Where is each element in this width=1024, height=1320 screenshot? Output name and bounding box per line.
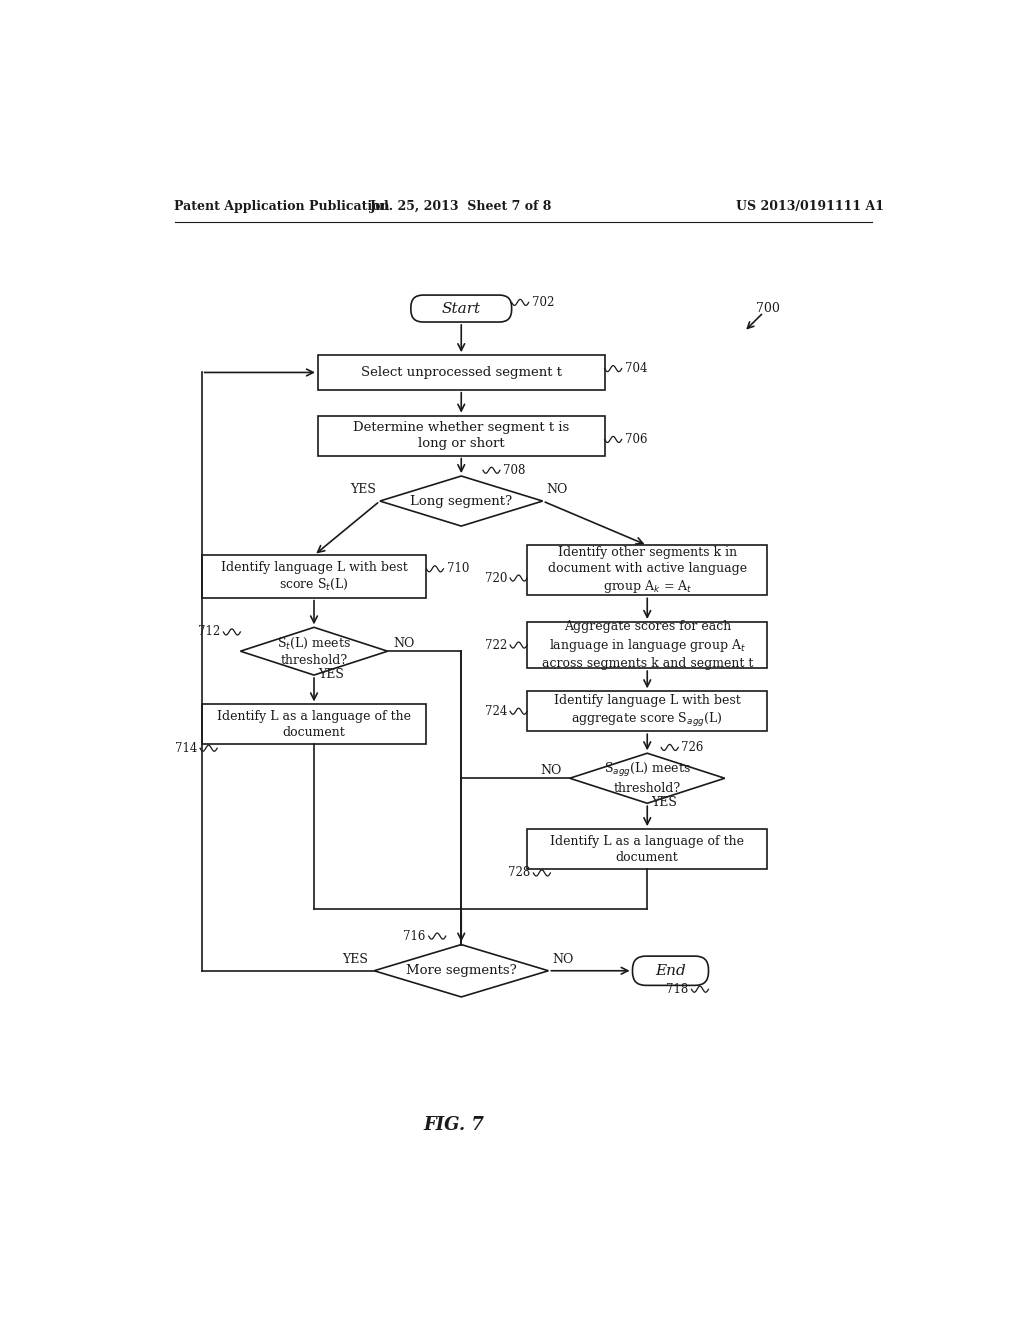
Text: Identify L as a language of the
document: Identify L as a language of the document <box>217 710 411 739</box>
Text: More segments?: More segments? <box>406 964 517 977</box>
Text: 724: 724 <box>484 705 507 718</box>
Text: Patent Application Publication: Patent Application Publication <box>174 199 390 213</box>
Text: S$_t$(L) meets
threshold?: S$_t$(L) meets threshold? <box>278 636 351 667</box>
Polygon shape <box>380 477 543 527</box>
Text: Select unprocessed segment t: Select unprocessed segment t <box>360 366 562 379</box>
Text: US 2013/0191111 A1: US 2013/0191111 A1 <box>736 199 884 213</box>
FancyBboxPatch shape <box>527 545 767 595</box>
Text: NO: NO <box>547 483 568 496</box>
Text: 728: 728 <box>508 866 530 879</box>
Text: NO: NO <box>541 764 562 777</box>
Polygon shape <box>374 945 549 997</box>
FancyBboxPatch shape <box>202 705 426 744</box>
Text: Jul. 25, 2013  Sheet 7 of 8: Jul. 25, 2013 Sheet 7 of 8 <box>370 199 552 213</box>
FancyBboxPatch shape <box>317 355 604 389</box>
FancyBboxPatch shape <box>202 556 426 598</box>
Text: YES: YES <box>651 796 677 809</box>
Text: 718: 718 <box>666 982 688 995</box>
FancyBboxPatch shape <box>527 692 767 731</box>
Text: FIG. 7: FIG. 7 <box>423 1115 484 1134</box>
Text: 712: 712 <box>198 626 220 639</box>
Text: 720: 720 <box>484 572 507 585</box>
Text: 710: 710 <box>446 562 469 576</box>
Text: YES: YES <box>317 668 344 681</box>
Text: 708: 708 <box>503 463 525 477</box>
Text: NO: NO <box>394 638 415 649</box>
Text: 702: 702 <box>531 296 554 309</box>
FancyBboxPatch shape <box>411 296 512 322</box>
Text: Identify language L with best
score S$_t$(L): Identify language L with best score S$_t… <box>220 561 408 593</box>
Text: YES: YES <box>350 483 376 496</box>
FancyBboxPatch shape <box>527 622 767 668</box>
Text: 700: 700 <box>756 302 779 315</box>
Polygon shape <box>569 754 725 804</box>
Text: YES: YES <box>342 953 368 966</box>
Text: Long segment?: Long segment? <box>411 495 512 508</box>
Text: 704: 704 <box>625 362 647 375</box>
FancyBboxPatch shape <box>527 829 767 869</box>
Text: Start: Start <box>441 301 481 315</box>
FancyBboxPatch shape <box>317 416 604 455</box>
Text: Identify language L with best
aggregate score S$_{agg}$(L): Identify language L with best aggregate … <box>554 694 740 729</box>
Text: 706: 706 <box>625 433 647 446</box>
Text: Aggregate scores for each
language in language group A$_t$
across segments k and: Aggregate scores for each language in la… <box>542 620 753 669</box>
Text: 714: 714 <box>175 742 197 755</box>
Text: NO: NO <box>552 953 573 966</box>
Text: Determine whether segment t is
long or short: Determine whether segment t is long or s… <box>353 421 569 450</box>
Text: 726: 726 <box>681 741 703 754</box>
Text: Identify other segments k in
document with active language
group A$_k$ = A$_t$: Identify other segments k in document wi… <box>548 545 746 595</box>
Text: S$_{agg}$(L) meets
threshold?: S$_{agg}$(L) meets threshold? <box>604 762 691 795</box>
Polygon shape <box>241 627 388 675</box>
Text: End: End <box>655 964 686 978</box>
Text: 722: 722 <box>484 639 507 652</box>
Text: Identify L as a language of the
document: Identify L as a language of the document <box>550 834 744 863</box>
Text: 716: 716 <box>403 929 426 942</box>
FancyBboxPatch shape <box>633 956 709 985</box>
